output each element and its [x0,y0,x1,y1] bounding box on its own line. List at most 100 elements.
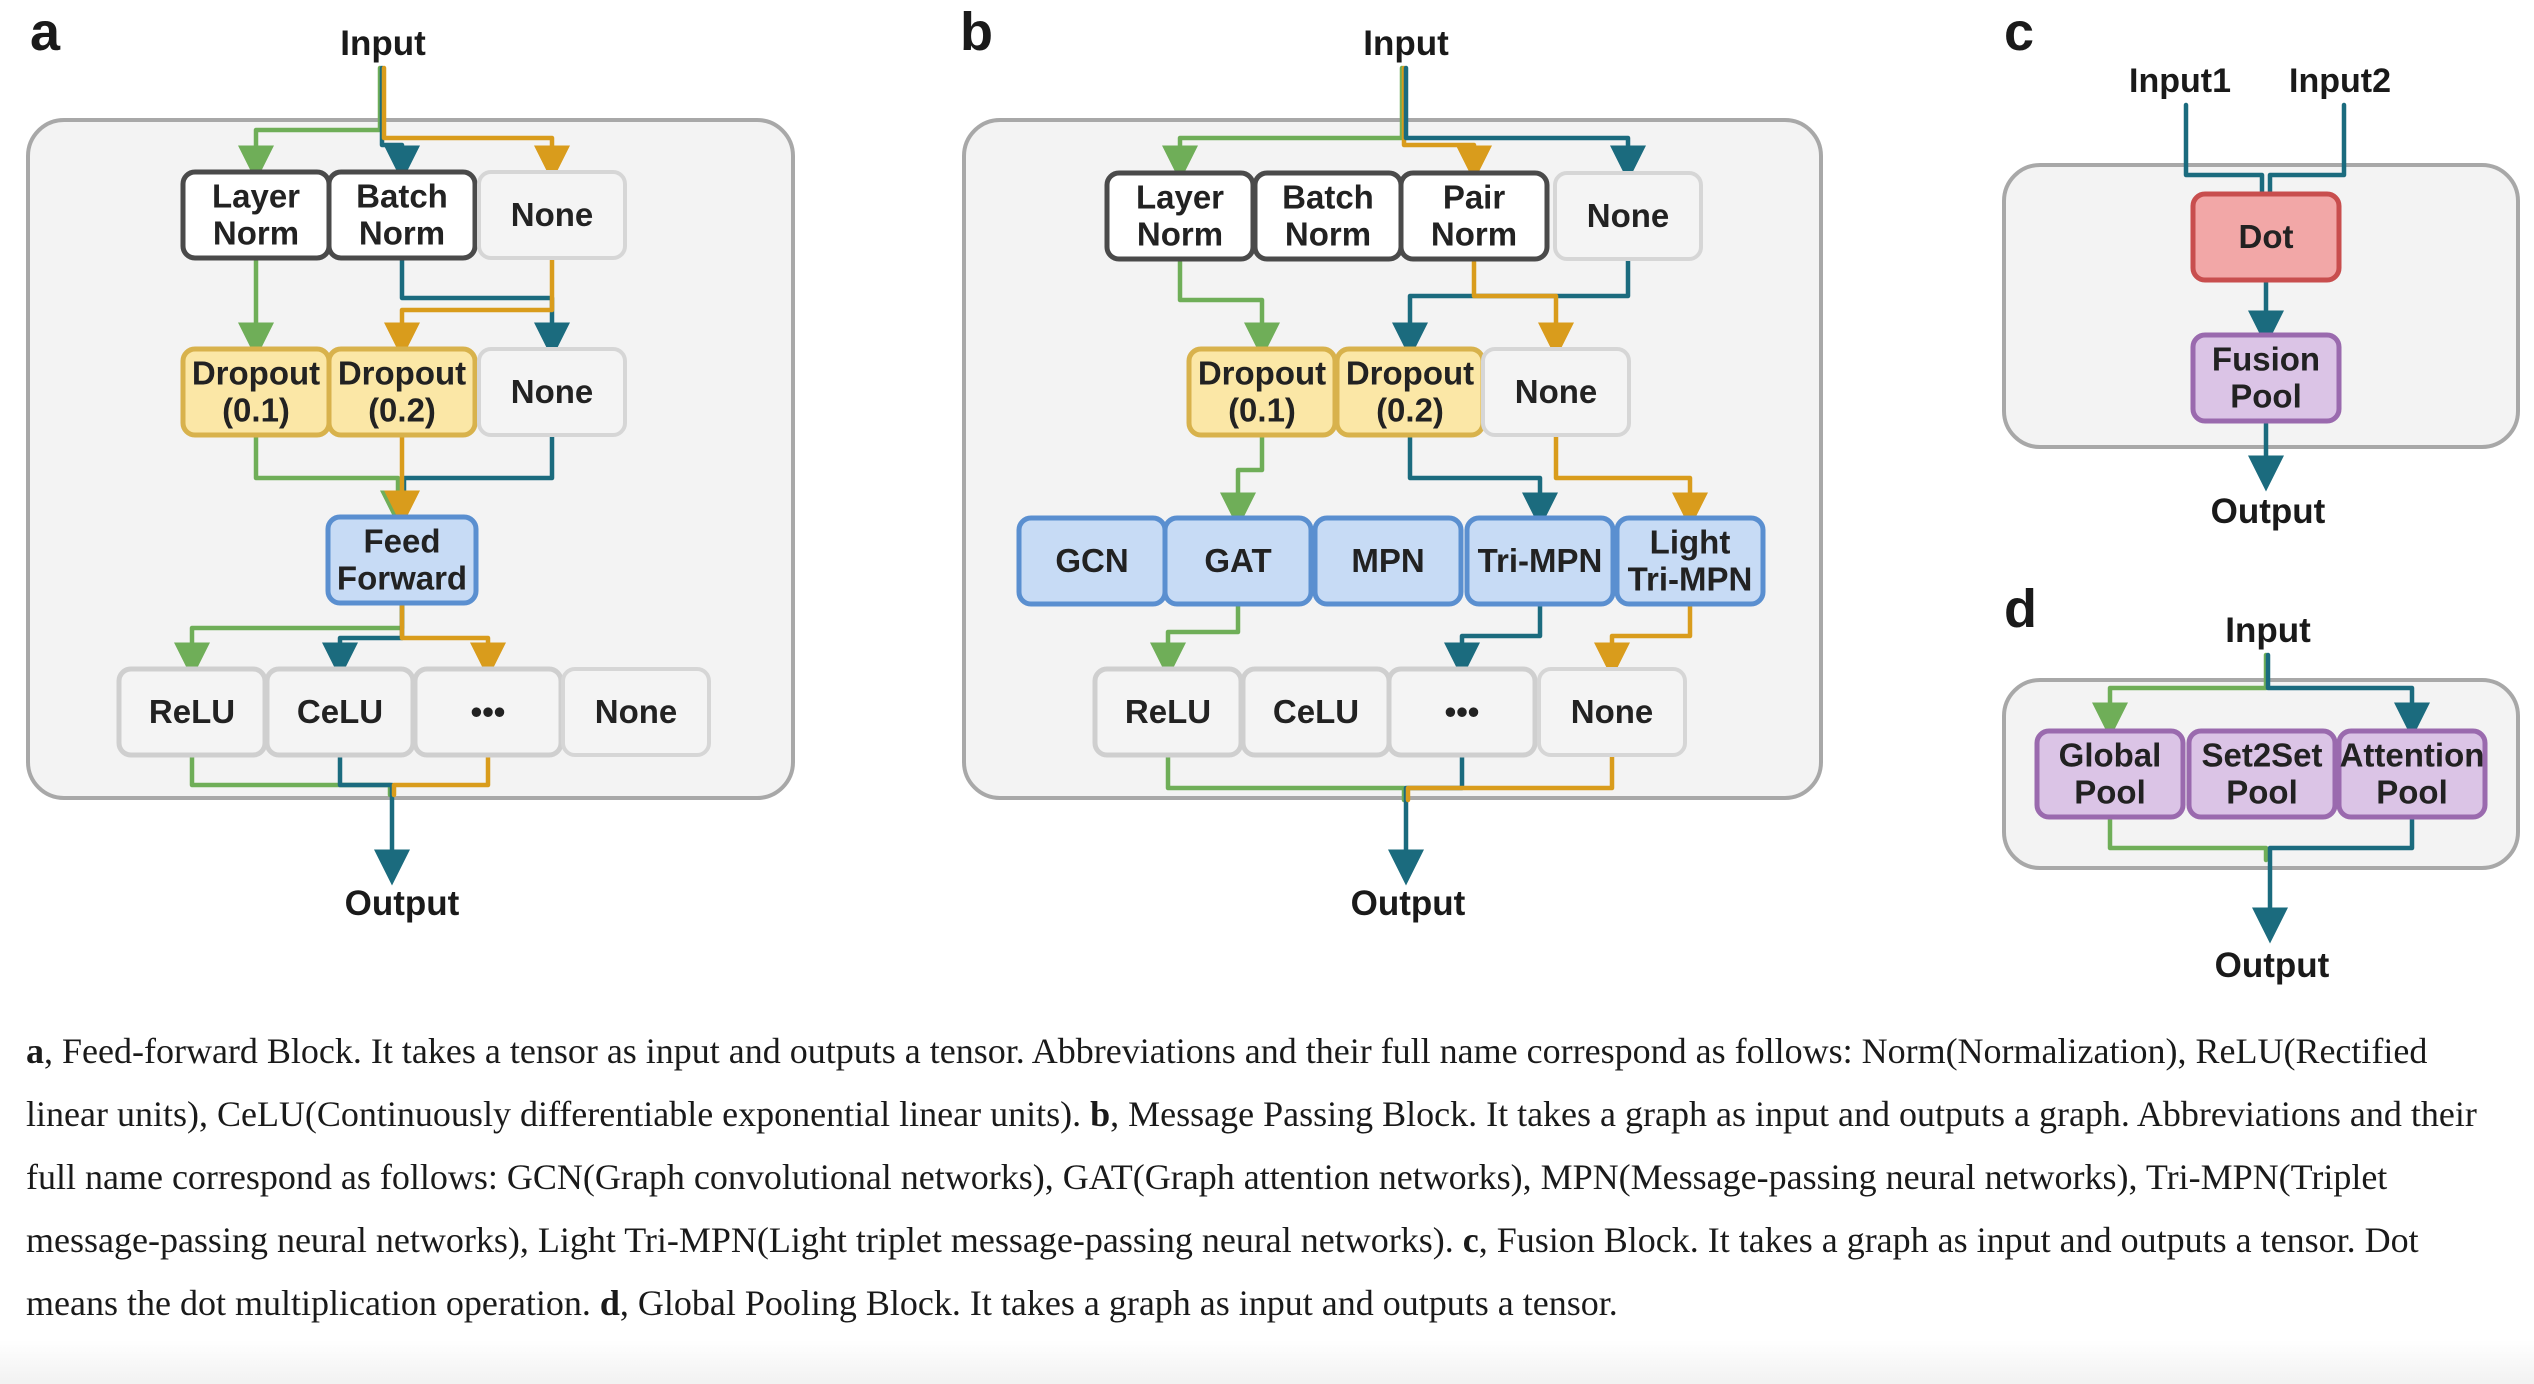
panel-a-act-ellipsis: ••• [412,666,564,758]
panel-a-wire-batchnorm-none [399,257,570,359]
panel-b-act-relu-label: ReLU [1125,693,1211,730]
panel-b-norm-none-label: None [1587,197,1670,234]
panel-b-norm-layer-norm: Layer Norm [1104,170,1256,262]
panel-b-norm-pair-norm: Pair Norm [1398,170,1550,262]
panel-a-dropout-dropout-0-2-label: Dropout (0.2) [338,355,466,429]
panel-b-norm-pair-norm-label: Pair Norm [1431,179,1517,253]
panel-a-norm-layer-norm-label: Layer Norm [212,178,300,252]
panel-b-wire-layernorm-dropout1 [1177,259,1280,359]
panel-b-dropout-dropout-0-1-label: Dropout (0.1) [1198,355,1326,429]
panel-b-mp-mpn-label: MPN [1351,542,1424,579]
panel-b-act-ellipsis: ••• [1386,666,1538,758]
caption-panel-ref-b: b [1090,1094,1111,1134]
caption-text-d: , Global Pooling Block. It takes a graph… [619,1283,1618,1323]
panel-a-norm-none-label: None [511,196,594,233]
panel-b-input-label: Input [1363,24,1449,63]
panel-c-fusion-pool: Fusion Pool [2190,332,2342,424]
panel-b-dropout-dropout-0-1: Dropout (0.1) [1186,346,1338,438]
panel-c-input1-label: Input1 [2129,62,2231,100]
panel-d-input-label: Input [2225,611,2311,650]
panel-b-wire-none-lighttrimpn [1553,433,1708,529]
panel-a-feed-forward: Feed Forward [325,514,479,606]
panel-a-dropout-dropout-0-1-label: Dropout (0.1) [192,355,320,429]
panel-b-act-celu: CeLU [1240,666,1392,758]
panel-b-norm-batch-norm-label: Batch Norm [1282,179,1374,253]
panel-b-wire-none-out [1405,752,1615,803]
panel-c-letter: c [2004,2,2034,62]
panel-b-act-none-label: None [1571,693,1654,730]
caption-panel-ref-d: d [599,1283,620,1323]
panel-b-letter: b [960,2,993,62]
panel-a-letter: a [30,2,61,62]
panel-b-mp-gcn: GCN [1016,515,1168,607]
panel-b-act-relu: ReLU [1092,666,1244,758]
panel-d-set2set-pool-label: Set2Set Pool [2201,737,2322,811]
panel-a-dropout-dropout-0-2: Dropout (0.2) [326,346,478,438]
panel-b-dropout-dropout-0-2: Dropout (0.2) [1334,346,1486,438]
panel-d-global-pool: Global Pool [2034,728,2186,820]
panel-b-mp-gat: GAT [1162,515,1314,607]
panel-b-wire-dropout2-trimpn [1407,433,1558,529]
panel-a-norm-none: None [477,170,627,260]
panel-b-mp-gat-label: GAT [1204,542,1271,579]
panel-d-wire-global-out [2107,814,2269,863]
panel-b-mp-tri-mpn: Tri-MPN [1464,515,1616,607]
panel-a-input-label: Input [340,24,426,63]
panel-d-output-label: Output [2215,946,2330,985]
panel-a-feed-forward-label: Feed Forward [337,523,467,597]
figure-caption: a, Feed-forward Block. It takes a tensor… [26,1020,2496,1335]
panel-a-wire-celu-out [337,752,410,886]
panel-a-wire-dots-out [391,752,491,798]
panel-b-mp-gcn-label: GCN [1055,542,1128,579]
panel-b-norm-batch-norm: Batch Norm [1252,170,1404,262]
panel-b-mp-light-tri-mpn-label: Light Tri-MPN [1628,524,1753,598]
panel-a-dropout-dropout-0-1: Dropout (0.1) [180,346,332,438]
panel-a-act-ellipsis-label: ••• [471,693,506,730]
panel-c-dot-label: Dot [2239,218,2294,255]
panel-b-wire-lighttrimpn-none [1594,603,1693,679]
panel-d-attention-pool: Attention Pool [2336,728,2488,820]
caption-text-b: , Message Passing Block. It takes a grap… [26,1094,2477,1260]
panel-c-wire-input1-dot [2183,102,2265,195]
panel-a-wire-in-none [381,65,570,182]
panel-d-wire-in-attention [2265,652,2430,739]
panel-b-act-none: None [1537,667,1687,757]
panel-a-act-celu-label: CeLU [297,693,383,730]
panel-c-output-label: Output [2211,492,2326,531]
panel-a-norm-batch-norm: Batch Norm [326,169,478,261]
panel-b-mp-tri-mpn-label: Tri-MPN [1478,542,1603,579]
panel-a-norm-layer-norm: Layer Norm [180,169,332,261]
panel-c-wire-input2-dot [2267,102,2347,195]
panel-d-set2set-pool: Set2Set Pool [2186,728,2338,820]
panel-b-mp-light-tri-mpn: Light Tri-MPN [1614,515,1766,607]
panel-b-norm-none: None [1553,171,1703,261]
panel-a-act-none: None [561,667,711,757]
panel-c-fusion-pool-label: Fusion Pool [2212,341,2320,415]
panel-b-wire-pairnorm-none [1471,259,1574,359]
panel-b-wire-in-none [1403,65,1646,182]
panel-a-act-celu: CeLU [264,666,416,758]
panel-a-output-label: Output [345,884,460,923]
panel-a-wire-none-dropout2 [384,255,555,359]
panel-a-dropout-none-label: None [511,373,594,410]
panel-a-act-relu-label: ReLU [149,693,235,730]
panel-b-wire-gat-relu [1150,603,1241,679]
panel-b-output-label: Output [1351,884,1466,923]
panel-b-mp-mpn: MPN [1312,515,1464,607]
panel-a-act-none-label: None [595,693,678,730]
panel-d-letter: d [2004,579,2037,639]
panel-a-dropout-none: None [477,347,627,437]
panel-a-wire-ff-dots [399,601,506,679]
panel-b-act-celu-label: CeLU [1273,693,1359,730]
panel-c-frame [2002,163,2520,449]
caption-panel-ref-c: c [1462,1220,1479,1260]
panel-b-dropout-none-label: None [1515,373,1598,410]
panel-b-act-ellipsis-label: ••• [1445,693,1480,730]
panel-c-input2-label: Input2 [2289,62,2391,100]
panel-d-global-pool-label: Global Pool [2059,737,2162,811]
caption-text-a: , Feed-forward Block. It takes a tensor … [26,1031,2428,1134]
panel-b-wire-trimpn-dots [1444,603,1543,679]
panel-d-attention-pool-label: Attention Pool [2340,737,2485,811]
panel-b-dropout-dropout-0-2-label: Dropout (0.2) [1346,355,1474,429]
